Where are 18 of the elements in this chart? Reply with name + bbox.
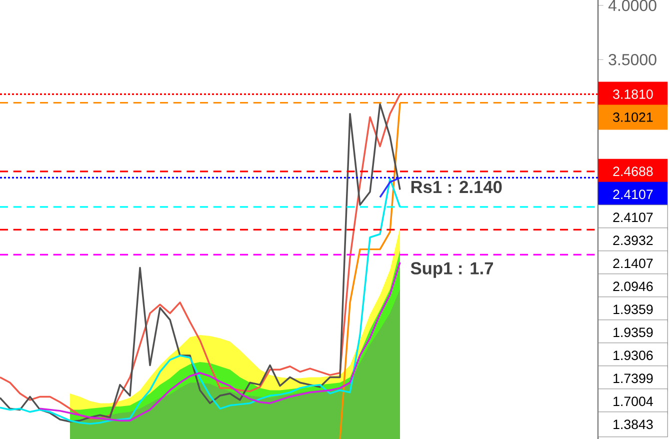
text: 1.9359 — [614, 328, 653, 338]
text: 1.3843 — [614, 420, 653, 430]
ref-line-label: 2.4107 — [613, 190, 653, 200]
text: 1.7004 — [614, 396, 653, 406]
y-tick-label: 3.5000 — [608, 54, 656, 66]
text: 2.0946 — [613, 282, 653, 292]
ref-line-label: 3.1810 — [613, 89, 653, 99]
text: 2.3932 — [613, 236, 653, 246]
ref-line-label: 2.4688 — [613, 166, 653, 176]
text: 2.4107 — [613, 212, 653, 222]
text: 1.9306 — [614, 350, 653, 360]
text: Sup1 : 1.7 — [410, 262, 494, 278]
text: 1.9359 — [614, 304, 653, 314]
text: Rs1 : 2.140 — [411, 180, 502, 194]
y-tick-label: 4.0000 — [608, 0, 656, 12]
text: 1.7399 — [614, 374, 653, 384]
text: 2.1407 — [613, 258, 653, 268]
ref-line-label: 3.1021 — [613, 112, 653, 122]
